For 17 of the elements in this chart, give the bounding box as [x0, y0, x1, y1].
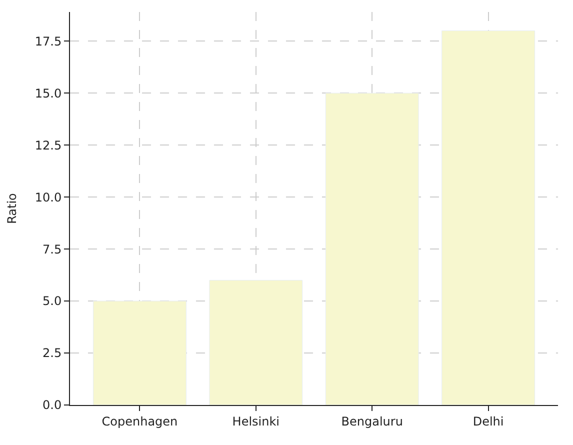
y-tick-label: 7.5	[42, 242, 62, 256]
y-tick-label: 12.5	[34, 138, 62, 152]
y-tick-label: 2.5	[42, 346, 62, 360]
bar	[92, 300, 186, 405]
x-tick-label: Helsinki	[232, 414, 280, 428]
x-tick-label: Bengaluru	[341, 414, 403, 428]
x-tick-label: Copenhagen	[102, 414, 178, 428]
y-tick-label: 0.0	[42, 398, 62, 412]
y-tick-label: 5.0	[42, 294, 62, 308]
x-tick-label: Delhi	[472, 414, 504, 428]
y-tick-label: 15.0	[34, 86, 62, 100]
bar	[325, 92, 419, 405]
bar	[209, 280, 303, 405]
y-tick-label: 17.5	[34, 34, 62, 48]
y-axis-title: Ratio	[5, 193, 20, 224]
y-tick-label: 10.0	[34, 190, 62, 204]
bar	[442, 30, 536, 405]
